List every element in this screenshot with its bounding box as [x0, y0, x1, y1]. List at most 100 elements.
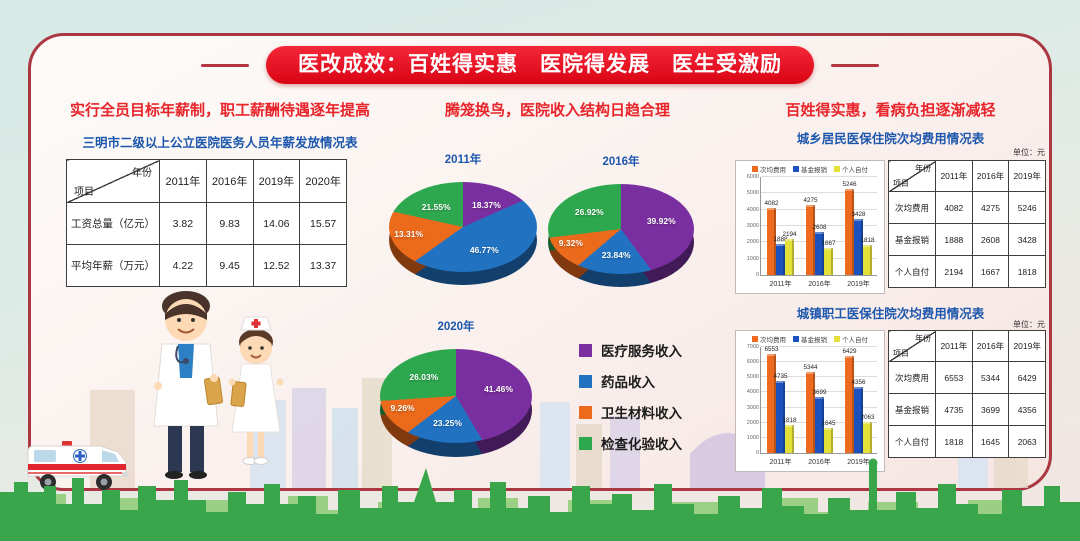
corner-top-label: 年份: [915, 164, 931, 173]
bar: 6553: [764, 346, 779, 453]
legend-label: 药品收入: [601, 375, 655, 390]
row-label: 个人自付: [888, 425, 936, 458]
doctor-nurse-illustration: [153, 291, 284, 479]
bar-value-label: 4082: [764, 200, 779, 208]
bar-value-label: 2608: [812, 224, 827, 232]
bar-legend-swatch: [752, 336, 758, 342]
bar-legend-label: 基金报销: [801, 337, 827, 344]
legend-swatch: [579, 436, 592, 450]
table-cell: 2063: [1008, 425, 1046, 458]
bar-legend-swatch: [793, 336, 799, 342]
row-label: 工资总量（亿元）: [66, 202, 160, 245]
bar-plot-area: 0 1000 2000 3000 4000 5000 6000 4082 1888 2194 201…: [747, 174, 877, 288]
column-header: 2016年: [971, 160, 1010, 192]
y-tick-label: 5000: [746, 190, 759, 197]
table-cell: 14.06: [252, 202, 301, 245]
table-row: 次均费用 4082 4275 5246: [888, 191, 1046, 224]
legend-swatch: [579, 405, 592, 419]
table-cell: 1888: [935, 223, 973, 256]
y-tick-label: 1000: [746, 434, 759, 441]
pie-slice-label: 18.37%: [471, 200, 501, 211]
table-cell: 12.52: [252, 244, 301, 287]
pie-slice-label: 23.25%: [433, 417, 462, 428]
bar-value-label: 1818: [860, 237, 875, 245]
bar: 4082: [764, 200, 779, 275]
salary-table-title: 三明市二级以上公立医院医务人员年薪发放情况表: [82, 136, 358, 150]
column-header: 2019年: [1008, 160, 1046, 192]
corner-bottom-label: 项目: [74, 187, 94, 198]
legend-label: 医疗服务收入: [601, 344, 682, 359]
table-cell: 3428: [1008, 223, 1046, 256]
banner: 医改成效：百姓得实惠 医院得发展 医生受激励: [0, 46, 1080, 84]
table-header-row: 年份 项目 2011年 2016年 2019年 2020年: [66, 159, 347, 203]
bar-chart-employees: 次均费用 基金报销 个人自付 0 1000 2000 3000 4000 5000 6000 700…: [735, 330, 885, 472]
table-cell: 2608: [971, 223, 1010, 256]
y-tick-label: 1000: [746, 255, 759, 262]
ambulance-illustration: [27, 441, 128, 490]
table-cell: 13.37: [299, 244, 347, 287]
pie-slice-label: 23.84%: [601, 249, 631, 260]
bar-legend-label: 次均费用: [760, 167, 786, 174]
banner-dash-left: [201, 63, 249, 67]
bar-legend-label: 个人自付: [842, 167, 868, 174]
bar-value-label: 1888: [773, 236, 788, 244]
bar: 4356: [851, 379, 866, 453]
bar-value-label: 2194: [782, 231, 797, 239]
bar-legend-label: 次均费用: [760, 337, 786, 344]
y-tick-label: 2000: [746, 419, 759, 426]
table-cell: 15.57: [299, 202, 347, 245]
bar: 1818: [860, 237, 875, 275]
bar-legend: 次均费用 基金报销 个人自付: [736, 334, 884, 344]
pie-slice-label: 39.92%: [646, 215, 676, 226]
table-cell: 5344: [971, 361, 1010, 394]
pie-year-label: 2011年: [444, 154, 482, 166]
legend-swatch: [579, 343, 592, 357]
gridline: [761, 192, 877, 194]
pie-top: [380, 349, 532, 443]
table-cell: 4735: [935, 393, 973, 426]
bar-legend-swatch: [834, 166, 840, 172]
gridline: [761, 391, 877, 393]
pie-slice-label: 41.46%: [484, 383, 513, 394]
gridline: [761, 346, 877, 347]
legend-label: 卫生材料收入: [601, 406, 682, 421]
row-label: 次均费用: [888, 191, 936, 224]
table-cell: 4082: [935, 191, 973, 224]
y-tick-label: 3000: [746, 223, 759, 229]
bar-value-label: 1818: [782, 417, 797, 425]
bar: 2608: [812, 224, 827, 275]
table-cell: 4356: [1008, 393, 1046, 426]
bar-legend-item: 基金报销: [793, 164, 827, 174]
pie-top: [548, 184, 694, 274]
middle-section-title: 腾笼换鸟，医院收入结构日趋合理: [444, 102, 670, 119]
y-tick-label: 0: [755, 450, 759, 456]
table-cell: 1645: [971, 425, 1010, 458]
pie-slice-label: 26.03%: [409, 372, 439, 383]
pie-year-label: 2020年: [437, 321, 475, 333]
bar: 6429: [842, 348, 857, 453]
bar-value-label: 1667: [821, 239, 836, 247]
x-axis-label: 2016年: [808, 281, 831, 288]
salary-table: 年份 项目 2011年 2016年 2019年 2020年 工资总量（亿元） 3.82 9.83…: [66, 159, 347, 287]
table-row: 个人自付 2194 1667 1818: [888, 255, 1046, 288]
cost-table-grid: 年份 项目 2011年 2016年 2019年 次均费用 4082 4275 5246 基金报销 1…: [888, 160, 1046, 288]
bar-value-label: 6553: [764, 345, 779, 353]
x-axis-label: 2016年: [808, 459, 831, 466]
y-tick-label: 7000: [746, 344, 759, 350]
gridline: [761, 208, 877, 210]
x-axis-label: 2019年: [847, 459, 870, 466]
gridline: [761, 176, 877, 177]
y-tick-label: 4000: [746, 206, 759, 213]
pie-slice-label: 26.92%: [574, 206, 604, 217]
corner-bottom-label: 项目: [893, 179, 909, 188]
x-axis-label: 2011年: [769, 459, 792, 466]
y-tick-label: 0: [755, 272, 759, 278]
legend-item: 医疗服务收入: [579, 340, 682, 360]
table-cell: 6553: [935, 361, 973, 394]
city-skyline: [0, 458, 1080, 541]
pie-slice-label: 9.32%: [558, 237, 583, 248]
right-section-title: 百姓得实惠，看病负担逐渐减轻: [785, 102, 996, 119]
bar-value-label: 4735: [773, 373, 788, 381]
salary-table-grid: 年份 项目 2011年 2016年 2019年 2020年 工资总量（亿元） 3.82 9.83…: [66, 159, 347, 287]
